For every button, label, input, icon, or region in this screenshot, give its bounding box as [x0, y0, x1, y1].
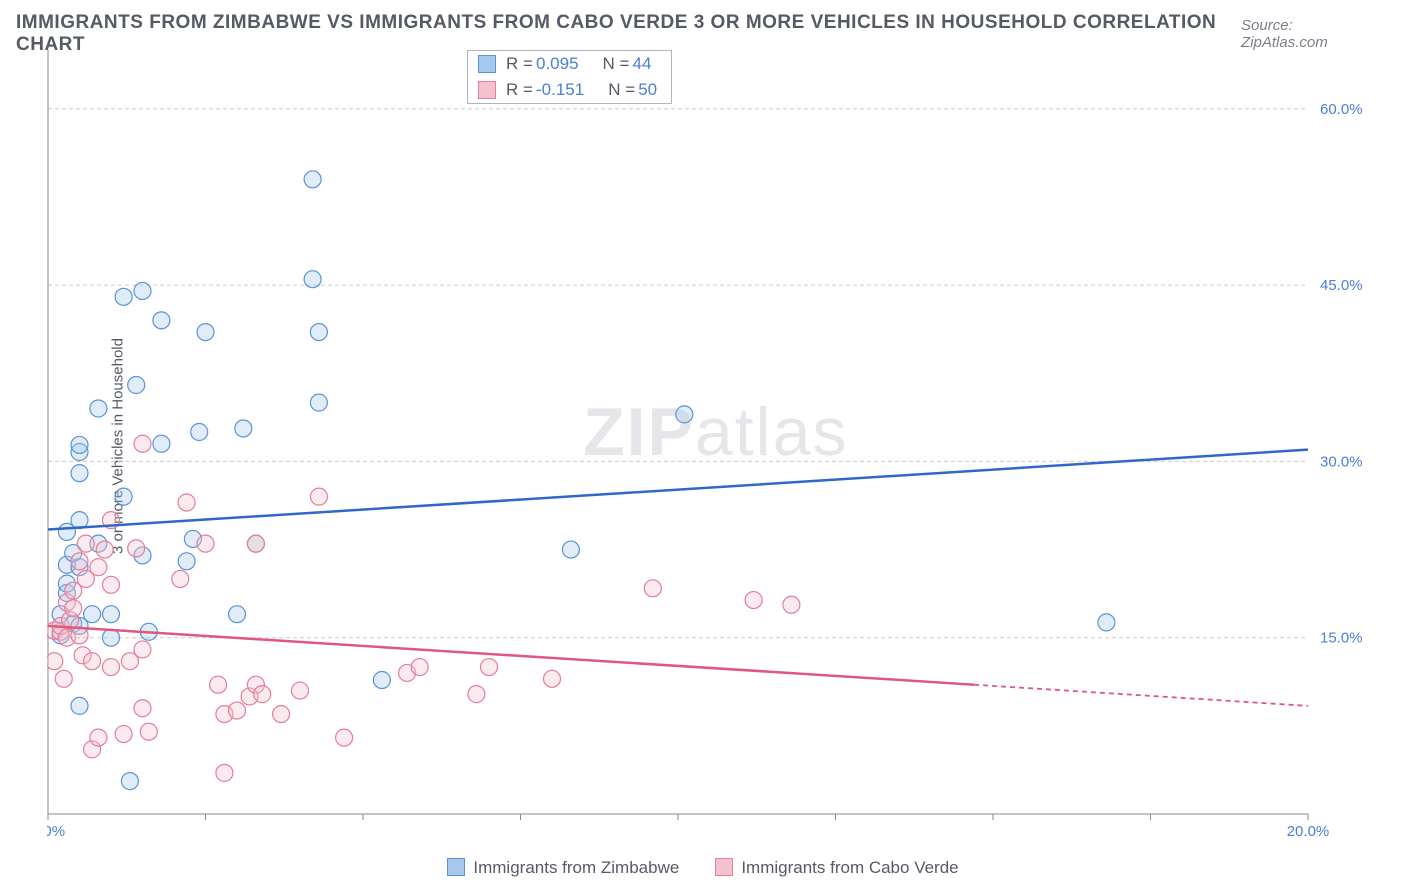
- scatter-plot: 15.0% 30.0% 45.0% 60.0% 0.0% 20.0% ZIPatlas: [47, 46, 1378, 842]
- legend-swatch: [478, 81, 496, 99]
- data-point: [197, 324, 214, 341]
- data-point: [310, 324, 327, 341]
- data-point: [247, 535, 264, 552]
- data-point: [84, 606, 101, 623]
- regression-line-extrap: [974, 685, 1308, 706]
- r-label: R =: [506, 54, 536, 74]
- n-value: 44: [633, 54, 652, 74]
- data-point: [96, 541, 113, 558]
- data-point: [90, 729, 107, 746]
- n-label: N =: [603, 54, 633, 74]
- data-point: [121, 773, 138, 790]
- data-point: [134, 435, 151, 452]
- data-point: [153, 435, 170, 452]
- data-point: [84, 653, 101, 670]
- data-point: [103, 606, 120, 623]
- n-value: 50: [638, 80, 657, 100]
- data-point: [481, 659, 498, 676]
- data-point: [77, 535, 94, 552]
- data-point: [229, 702, 246, 719]
- y-tick-label: 15.0%: [1320, 630, 1363, 647]
- data-point: [676, 406, 693, 423]
- data-point: [134, 641, 151, 658]
- legend-label: Immigrants from Zimbabwe: [473, 858, 679, 877]
- regression-line: [48, 626, 974, 685]
- data-point: [411, 659, 428, 676]
- data-point: [310, 488, 327, 505]
- legend-label: Immigrants from Cabo Verde: [741, 858, 958, 877]
- data-point: [644, 580, 661, 597]
- y-tick-label: 45.0%: [1320, 277, 1363, 294]
- data-point: [210, 676, 227, 693]
- chart-container: IMMIGRANTS FROM ZIMBABWE VS IMMIGRANTS F…: [0, 0, 1406, 892]
- legend-swatch: [447, 858, 465, 876]
- data-point: [128, 540, 145, 557]
- plot-area: 15.0% 30.0% 45.0% 60.0% 0.0% 20.0% ZIPatlas R …: [47, 46, 1378, 842]
- stat-row: R = -0.151 N = 50: [468, 77, 671, 103]
- data-point: [1098, 614, 1115, 631]
- data-point: [373, 672, 390, 689]
- x-tick-label: 0.0%: [47, 823, 65, 840]
- data-point: [71, 465, 88, 482]
- data-point: [115, 726, 132, 743]
- data-point: [153, 312, 170, 329]
- data-point: [783, 596, 800, 613]
- data-point: [336, 729, 353, 746]
- data-point: [71, 697, 88, 714]
- data-point: [115, 488, 132, 505]
- data-point: [103, 576, 120, 593]
- legend-swatch: [715, 858, 733, 876]
- stat-row: R = 0.095 N = 44: [468, 51, 671, 77]
- data-point: [115, 288, 132, 305]
- data-point: [544, 670, 561, 687]
- data-point: [178, 553, 195, 570]
- r-value: 0.095: [536, 54, 579, 74]
- data-point: [745, 592, 762, 609]
- x-tick-label: 20.0%: [1287, 823, 1330, 840]
- y-tick-label: 60.0%: [1320, 101, 1363, 118]
- data-point: [90, 400, 107, 417]
- series-legend: Immigrants from Zimbabwe Immigrants from …: [0, 858, 1406, 878]
- data-point: [292, 682, 309, 699]
- data-point: [178, 494, 195, 511]
- data-point: [103, 659, 120, 676]
- data-point: [235, 420, 252, 437]
- data-point: [71, 553, 88, 570]
- data-point: [273, 706, 290, 723]
- data-point: [562, 541, 579, 558]
- r-value: -0.151: [536, 80, 584, 100]
- data-point: [128, 376, 145, 393]
- data-point: [254, 686, 271, 703]
- correlation-stat-box: R = 0.095 N = 44 R = -0.151 N = 50: [467, 50, 672, 104]
- data-point: [134, 282, 151, 299]
- data-point: [140, 723, 157, 740]
- data-point: [103, 629, 120, 646]
- legend-item: Immigrants from Zimbabwe: [447, 858, 679, 878]
- data-point: [55, 670, 72, 687]
- data-point: [229, 606, 246, 623]
- r-label: R =: [506, 80, 536, 100]
- data-point: [71, 436, 88, 453]
- data-point: [191, 424, 208, 441]
- data-point: [304, 271, 321, 288]
- data-point: [90, 559, 107, 576]
- data-point: [216, 764, 233, 781]
- legend-swatch: [478, 55, 496, 73]
- data-point: [47, 653, 63, 670]
- data-point: [304, 171, 321, 188]
- data-point: [65, 600, 82, 617]
- data-point: [468, 686, 485, 703]
- watermark: ZIPatlas: [583, 394, 848, 470]
- y-tick-label: 30.0%: [1320, 453, 1363, 470]
- n-label: N =: [608, 80, 638, 100]
- data-point: [197, 535, 214, 552]
- data-point: [310, 394, 327, 411]
- data-point: [134, 700, 151, 717]
- data-point: [172, 570, 189, 587]
- legend-item: Immigrants from Cabo Verde: [715, 858, 958, 878]
